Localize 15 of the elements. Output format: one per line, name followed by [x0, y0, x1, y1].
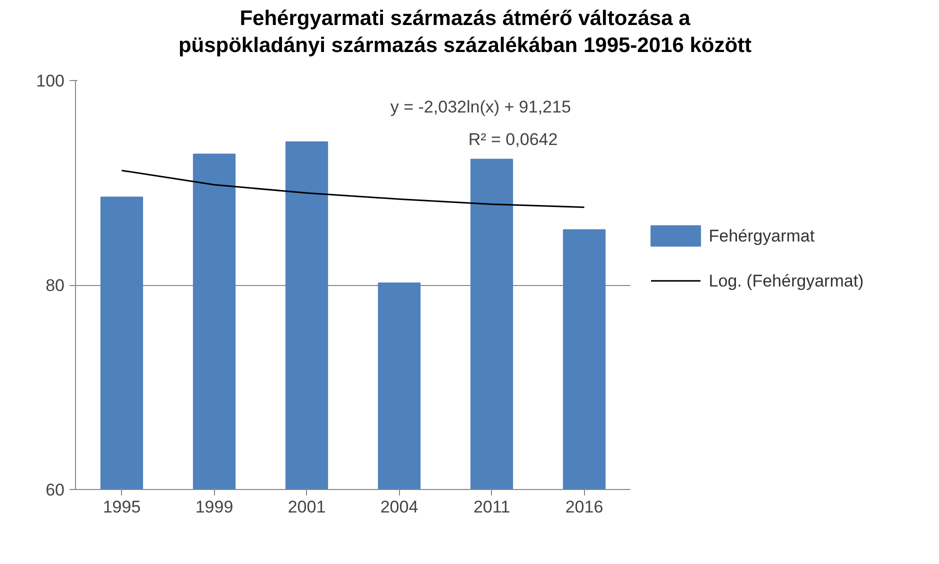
y-tick-label: 80: [46, 276, 65, 295]
annotation: R² = 0,0642: [468, 130, 558, 149]
annotation: y = -2,032ln(x) + 91,215: [390, 96, 571, 116]
x-tick-label: 1999: [195, 497, 234, 516]
y-tick-label: 60: [46, 480, 65, 500]
line-series: [121, 169, 585, 208]
legend-label: Fehérgyarmat: [708, 226, 815, 246]
x-tick-label: 2001: [288, 497, 326, 516]
x-tick-label: 2016: [565, 497, 604, 516]
x-tick-label: 1995: [102, 497, 141, 516]
chart-title: Fehérgyarmati származás átmérő változása a püspökladányi származás százalékában 1995-2016 között: [178, 6, 752, 60]
x-tick-label: 2004: [380, 497, 418, 516]
y-tick-label: 100: [36, 71, 65, 90]
legend-label: Log. (Fehérgyarmat): [708, 271, 864, 290]
x-tick-label: 2011: [473, 497, 510, 516]
